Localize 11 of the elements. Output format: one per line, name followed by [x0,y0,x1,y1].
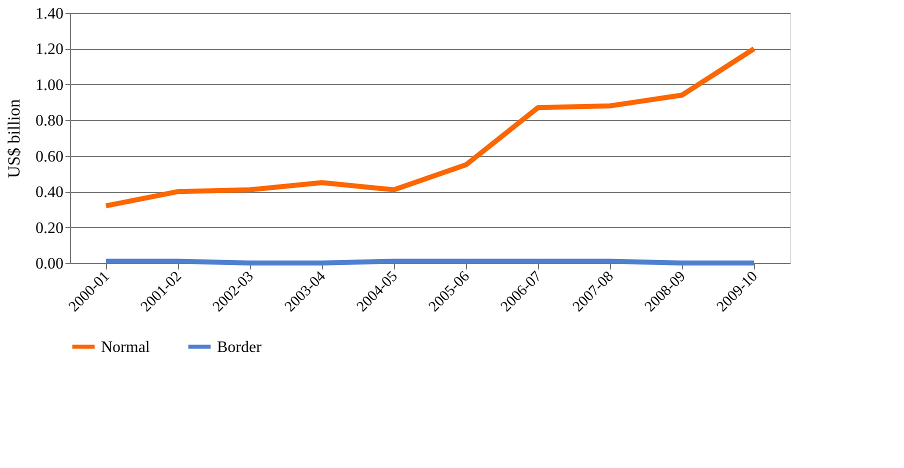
y-tick-label: 1.00 [36,76,64,94]
y-tick-label: 1.40 [36,6,64,22]
legend-label: Border [217,338,262,356]
y-axis-title: US$ billion [4,98,24,178]
y-tick-label: 0.80 [36,112,64,130]
legend-label: Normal [101,338,150,356]
y-tick-label: 0.20 [36,220,64,237]
y-tick-label: 0.00 [36,256,64,272]
y-tick-label: 0.40 [36,184,64,202]
y-tick-label: 0.60 [36,148,64,166]
y-tick-label: 1.20 [36,41,64,58]
